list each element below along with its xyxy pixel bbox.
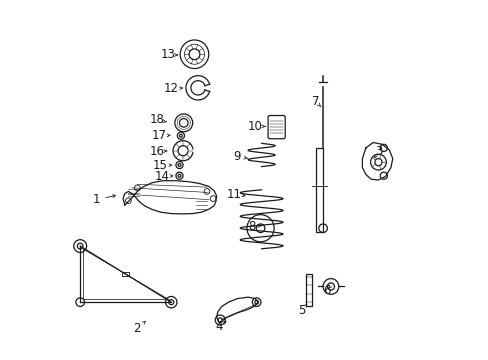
Text: 16: 16 xyxy=(149,145,164,158)
Text: 1: 1 xyxy=(92,193,100,206)
Bar xyxy=(315,148,323,232)
Text: 7: 7 xyxy=(311,95,319,108)
Bar xyxy=(305,274,312,306)
Text: 15: 15 xyxy=(153,159,168,172)
Text: 4: 4 xyxy=(215,320,223,333)
Text: 17: 17 xyxy=(151,129,166,142)
Text: 10: 10 xyxy=(247,120,262,133)
Text: 11: 11 xyxy=(226,188,241,201)
Bar xyxy=(122,273,129,276)
Text: 14: 14 xyxy=(155,170,169,183)
Text: 2: 2 xyxy=(133,322,141,335)
Text: 8: 8 xyxy=(247,220,255,233)
Text: 18: 18 xyxy=(149,113,164,126)
Text: 5: 5 xyxy=(297,304,305,317)
Text: 9: 9 xyxy=(233,150,241,163)
Text: 13: 13 xyxy=(160,49,175,62)
Text: 6: 6 xyxy=(322,284,330,297)
Text: 3: 3 xyxy=(374,145,381,158)
Text: 12: 12 xyxy=(163,82,179,95)
